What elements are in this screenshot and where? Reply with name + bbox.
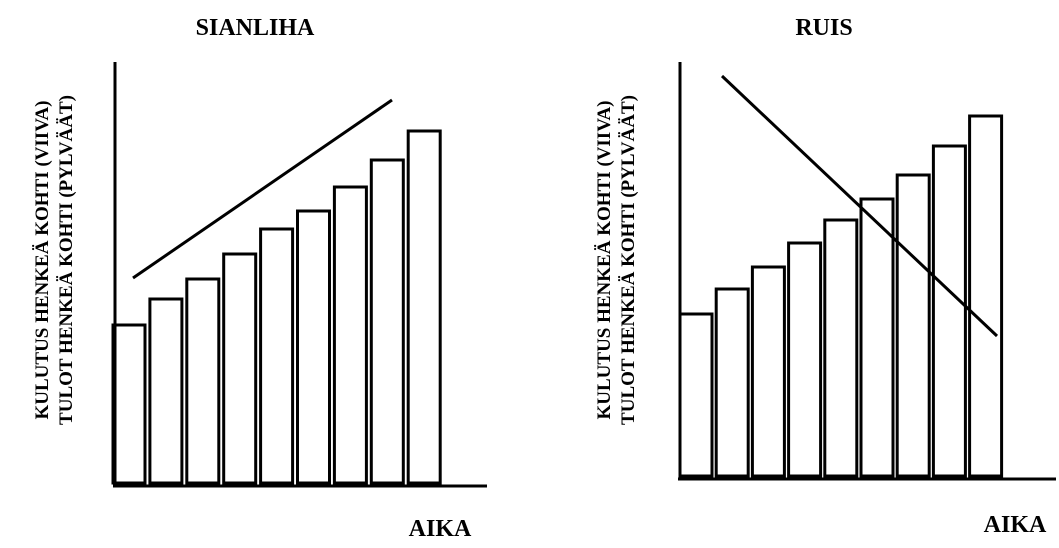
x-axis-label: AIKA [984,512,1047,538]
bar-group [678,114,1004,478]
consumption-line [132,98,393,280]
chart-left: SIANLIHA KULUTUS HENKEÄ KOHTI (VIIVA) TU… [32,15,487,542]
income-bar [968,114,1004,478]
x-axis-label: AIKA [409,516,472,542]
income-bar [714,287,750,478]
income-bar [750,265,786,478]
income-bar [332,185,368,485]
income-bar [931,144,967,478]
income-bar [111,323,147,485]
y-axis-label-consumption: KULUTUS HENKEÄ KOHTI (VIIVA) [594,100,615,419]
income-bar [406,129,442,485]
income-bar [823,218,859,478]
income-bar [148,297,184,485]
income-bar [895,173,931,478]
bar-group [111,129,442,485]
income-bar [259,227,295,485]
income-bar [787,241,823,478]
y-axis-label-income: TULOT HENKEÄ KOHTI (PYLVÄÄT) [56,95,77,425]
income-bar [859,197,895,478]
chart-title: RUIS [795,15,852,41]
y-axis-label-income: TULOT HENKEÄ KOHTI (PYLVÄÄT) [618,95,639,425]
chart-title: SIANLIHA [196,15,315,41]
income-bar [222,252,258,485]
income-bar [678,312,714,478]
chart-right: RUIS KULUTUS HENKEÄ KOHTI (VIIVA) TULOT … [594,15,1056,538]
income-bar [296,209,331,485]
consumption-line [720,74,999,338]
income-bar [369,158,405,485]
income-bar [185,277,221,485]
y-axis-label-consumption: KULUTUS HENKEÄ KOHTI (VIIVA) [32,100,53,419]
